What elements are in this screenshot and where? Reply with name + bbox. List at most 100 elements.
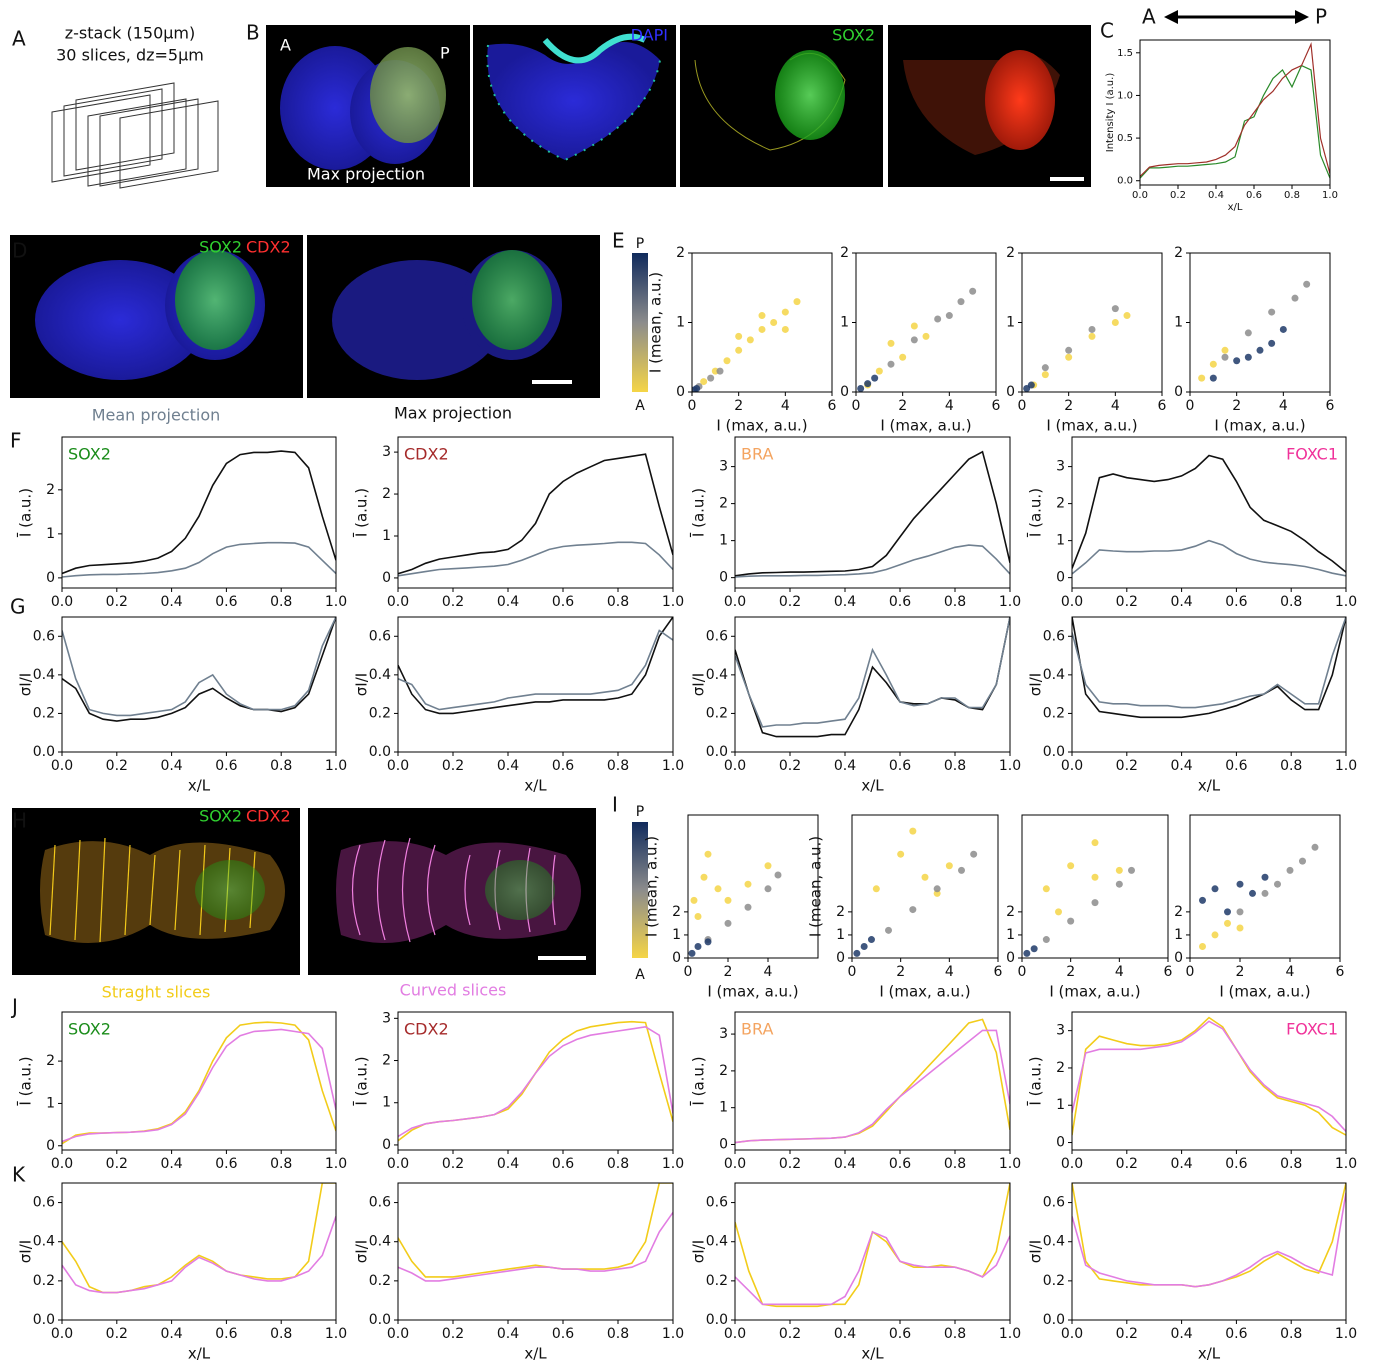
plot-area — [62, 1183, 336, 1294]
scatter-point — [910, 322, 918, 330]
microscopy-h — [12, 808, 596, 975]
panel-label: H — [12, 809, 27, 833]
x-tick-label: 0.4 — [834, 1156, 856, 1172]
x-tick-label: 0.2 — [1116, 1156, 1138, 1172]
series-line — [1072, 1016, 1346, 1136]
x-tick-label: 0.2 — [1170, 190, 1186, 201]
x-tick-label: 6 — [994, 964, 1003, 980]
scatter-point — [1291, 294, 1299, 302]
y-tick-label: 1 — [1006, 927, 1015, 943]
x-tick-label: 0 — [684, 964, 693, 980]
x-axis-label: x/L — [188, 777, 211, 795]
y-tick-label: 0.6 — [369, 1195, 391, 1211]
y-tick-label: 0 — [46, 570, 55, 586]
y-tick-label: 0.0 — [1043, 1312, 1065, 1328]
x-tick-label: 0.2 — [442, 1326, 464, 1342]
x-tick-label: 0.6 — [552, 1156, 574, 1172]
x-tick-label: 2 — [734, 398, 743, 414]
y-axis-label: Ī (a.u.) — [1027, 488, 1045, 537]
x-tick-label: 0.2 — [106, 758, 128, 774]
y-tick-label: 1 — [1006, 315, 1015, 331]
scatter-point — [864, 380, 872, 388]
y-axis-label: I (mean, a.u.) — [643, 836, 661, 937]
x-axis-label: I (max, a.u.) — [1046, 417, 1137, 435]
axes-frame — [1189, 814, 1341, 959]
panel-label: E — [612, 229, 625, 253]
scatter-point — [770, 319, 778, 326]
scatter-point — [693, 385, 701, 392]
y-tick-label: 0.4 — [706, 667, 728, 683]
series-line — [398, 1025, 673, 1138]
scatter-point — [1236, 880, 1244, 888]
y-tick-label: 0.2 — [33, 705, 55, 721]
plot-area — [1023, 839, 1135, 957]
x-axis-label: x/L — [1198, 1345, 1221, 1363]
x-tick-label: 4 — [1279, 398, 1288, 414]
series-line — [1072, 1192, 1346, 1288]
y-tick-label: 0.4 — [1043, 667, 1065, 683]
y-tick-label: 0 — [1006, 384, 1015, 400]
y-tick-label: 0.6 — [706, 628, 728, 644]
series-line — [735, 1029, 1010, 1144]
axes-frame — [734, 616, 1011, 753]
y-tick-label: 2 — [1006, 904, 1015, 920]
scatter-point — [1091, 839, 1099, 847]
axes-frame — [61, 1182, 337, 1321]
y-tick-label: 1 — [382, 528, 391, 544]
y-axis-label: Ī (a.u.) — [690, 488, 708, 537]
y-tick-label: 2 — [672, 904, 681, 920]
scatter-point — [1088, 325, 1096, 333]
scatter-point — [1091, 873, 1099, 881]
x-tick-label: 6 — [1326, 398, 1335, 414]
y-tick-label: 0 — [46, 1138, 55, 1154]
y-tick-label: 1 — [1056, 1097, 1065, 1113]
y-tick-label: 0.6 — [1043, 1195, 1065, 1211]
y-axis-label: Ī (a.u.) — [690, 1056, 708, 1105]
x-tick-label: 1.0 — [1335, 594, 1357, 610]
scatter-point — [945, 862, 953, 870]
x-tick-label: 1.0 — [999, 1156, 1021, 1172]
scatter-point — [700, 873, 708, 881]
y-tick-label: 0.6 — [33, 1195, 55, 1211]
y-tick-label: 0 — [840, 384, 849, 400]
y-tick-label: 0.4 — [369, 1234, 391, 1250]
x-axis-label: I (max, a.u.) — [707, 983, 798, 1001]
channel-label: SOX2 — [199, 807, 242, 826]
series-line — [1072, 539, 1346, 577]
axes-frame — [397, 436, 674, 589]
x-tick-label: 0.0 — [387, 758, 409, 774]
x-tick-label: 0.2 — [442, 594, 464, 610]
scatter-point — [704, 850, 712, 858]
panel-title: SOX2 — [68, 1020, 111, 1039]
scatter-point — [1115, 866, 1123, 874]
axes-frame — [397, 1011, 674, 1151]
y-tick-label: 0.2 — [1043, 705, 1065, 721]
scatter-point — [723, 357, 731, 365]
plot-area — [735, 1183, 1010, 1308]
x-tick-label: 0.0 — [724, 1156, 746, 1172]
x-tick-label: 0 — [1018, 398, 1027, 414]
x-axis-label: x/L — [861, 1345, 884, 1363]
x-tick-label: 0.8 — [607, 758, 629, 774]
colorbar-label: P — [636, 804, 644, 820]
y-axis-label: σI/I — [1027, 1240, 1045, 1263]
x-tick-label: 4 — [1286, 964, 1295, 980]
axes-frame — [1071, 1182, 1347, 1321]
plot-area — [1072, 1183, 1346, 1288]
image-label: A — [280, 36, 291, 55]
x-tick-label: 0.4 — [497, 594, 519, 610]
y-tick-label: 0 — [719, 570, 728, 586]
x-tick-label: 0.2 — [106, 1156, 128, 1172]
y-tick-label: 1 — [836, 927, 845, 943]
scatter-point — [899, 353, 907, 361]
y-tick-label: 2 — [1056, 1060, 1065, 1076]
series-line — [398, 453, 673, 575]
y-tick-label: 0.0 — [369, 1312, 391, 1328]
y-tick-label: 1 — [1174, 315, 1183, 331]
axes-frame — [1071, 1011, 1347, 1151]
panel-label: K — [12, 1163, 26, 1187]
microscopy-b — [266, 25, 1091, 187]
plot-area — [398, 1183, 673, 1282]
x-tick-label: 0.0 — [1061, 1156, 1083, 1172]
scatter-point — [1041, 371, 1049, 379]
